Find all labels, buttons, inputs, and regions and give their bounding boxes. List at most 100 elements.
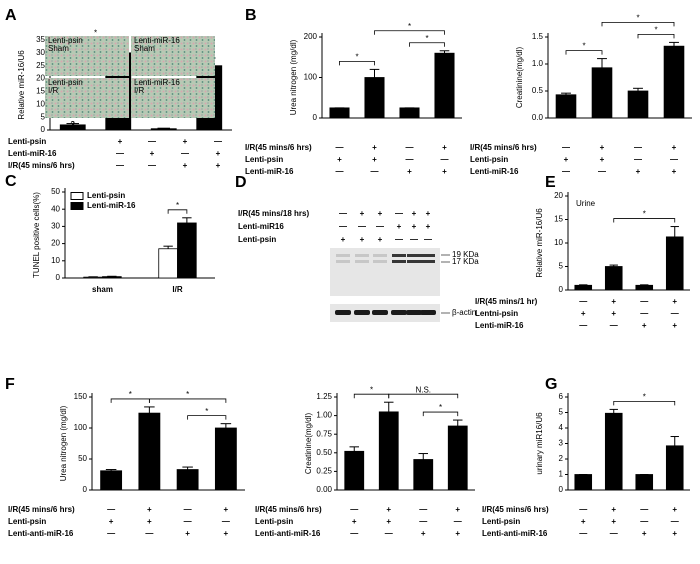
y-tick-label: 200 bbox=[304, 32, 318, 41]
condition-label: Lentni-psin bbox=[475, 309, 518, 318]
significance-label: * bbox=[186, 390, 189, 399]
condition-label: Lenti-psin bbox=[255, 517, 293, 526]
condition-sign: — bbox=[634, 143, 642, 152]
condition-sign: — bbox=[640, 309, 648, 318]
y-tick-label: 0.0 bbox=[532, 113, 544, 122]
y-tick-label: 150 bbox=[74, 392, 88, 401]
y-tick-label: 0 bbox=[41, 125, 46, 134]
condition-sign: + bbox=[600, 155, 605, 164]
y-tick-label: 50 bbox=[78, 454, 87, 463]
significance-bracket bbox=[187, 415, 227, 420]
micrograph bbox=[131, 36, 215, 76]
bar bbox=[665, 445, 684, 491]
micrograph bbox=[45, 78, 129, 118]
condition-sign: + bbox=[118, 137, 123, 146]
blot-band bbox=[355, 254, 369, 257]
condition-label: Lenti-anti-miR-16 bbox=[8, 529, 74, 538]
significance-bracket bbox=[409, 42, 445, 47]
y-tick-label: 3 bbox=[559, 439, 564, 448]
condition-sign: — bbox=[116, 149, 124, 158]
condition-sign: — bbox=[376, 222, 384, 231]
bar bbox=[100, 470, 123, 491]
condition-sign: — bbox=[562, 143, 570, 152]
condition-sign: + bbox=[426, 222, 431, 231]
micrograph-label: Lenti-miR-16 bbox=[134, 36, 180, 45]
condition-sign: — bbox=[640, 517, 648, 526]
x-tick-label: I/R bbox=[172, 285, 182, 294]
condition-label: Lenti-psin bbox=[482, 517, 520, 526]
y-tick-label: 20 bbox=[51, 239, 60, 248]
actin-band bbox=[354, 310, 370, 315]
significance-bracket bbox=[167, 209, 188, 214]
condition-label: Lenti-miR-16 bbox=[245, 167, 294, 176]
panel-letter: B bbox=[245, 7, 257, 24]
condition-sign: + bbox=[581, 309, 586, 318]
condition-label: I/R(45 mins/6 hrs) bbox=[8, 505, 75, 514]
condition-sign: — bbox=[107, 505, 115, 514]
condition-sign: + bbox=[352, 517, 357, 526]
condition-label: Lenti-psin bbox=[8, 517, 46, 526]
bar bbox=[663, 45, 685, 119]
condition-label: Lenti-miR-16 bbox=[475, 321, 524, 330]
condition-sign: + bbox=[600, 143, 605, 152]
y-tick-label: 1.25 bbox=[316, 392, 332, 401]
condition-sign: — bbox=[336, 143, 344, 152]
y-tick-label: 6 bbox=[559, 392, 564, 401]
condition-sign: — bbox=[671, 517, 679, 526]
significance-label: * bbox=[425, 34, 428, 43]
bar bbox=[214, 427, 237, 491]
condition-sign: — bbox=[339, 209, 347, 218]
actin-band bbox=[420, 310, 436, 315]
condition-sign: + bbox=[183, 137, 188, 146]
condition-label: Lenti-psin bbox=[8, 137, 46, 146]
condition-sign: — bbox=[116, 161, 124, 170]
condition-sign: + bbox=[421, 529, 426, 538]
bar bbox=[574, 284, 593, 291]
significance-label: * bbox=[643, 210, 646, 219]
condition-sign: + bbox=[378, 209, 383, 218]
significance-label: * bbox=[176, 201, 179, 210]
condition-sign: + bbox=[426, 209, 431, 218]
condition-sign: — bbox=[410, 235, 418, 244]
condition-sign: + bbox=[442, 167, 447, 176]
condition-sign: — bbox=[339, 222, 347, 231]
bar bbox=[150, 128, 177, 131]
significance-bracket bbox=[374, 30, 445, 35]
significance-label: * bbox=[643, 393, 646, 402]
condition-sign: + bbox=[397, 222, 402, 231]
condition-sign: — bbox=[350, 505, 358, 514]
condition-sign: + bbox=[442, 143, 447, 152]
y-axis-label: TUNEL positive cells(%) bbox=[32, 192, 41, 278]
condition-sign: — bbox=[395, 209, 403, 218]
condition-sign: — bbox=[579, 321, 587, 330]
significance-bracket bbox=[148, 398, 227, 403]
condition-sign: + bbox=[412, 209, 417, 218]
condition-sign: + bbox=[109, 517, 114, 526]
significance-label: * bbox=[94, 28, 97, 37]
y-tick-label: 5 bbox=[559, 408, 564, 417]
condition-sign: — bbox=[579, 505, 587, 514]
condition-sign: + bbox=[455, 529, 460, 538]
condition-sign: + bbox=[386, 505, 391, 514]
n-label: 6 bbox=[116, 120, 121, 129]
condition-sign: — bbox=[406, 155, 414, 164]
significance-bracket bbox=[601, 22, 675, 27]
micrograph-label: I/R bbox=[48, 86, 58, 95]
significance-bracket bbox=[613, 218, 676, 223]
bar bbox=[329, 107, 350, 119]
condition-sign: + bbox=[407, 167, 412, 176]
panel-letter: F bbox=[5, 376, 15, 393]
condition-sign: + bbox=[611, 517, 616, 526]
condition-label: I/R(45 mins/6 hrs) bbox=[255, 505, 322, 514]
condition-sign: + bbox=[672, 297, 677, 306]
condition-sign: + bbox=[611, 297, 616, 306]
condition-sign: + bbox=[564, 155, 569, 164]
condition-label: I/R(45 mins/6 hrs) bbox=[470, 143, 537, 152]
y-axis-label: urinary miR16/U6 bbox=[535, 412, 544, 475]
y-tick-label: 0.5 bbox=[532, 86, 544, 95]
condition-sign: + bbox=[455, 505, 460, 514]
micrograph-label: I/R bbox=[134, 86, 144, 95]
condition-sign: + bbox=[216, 161, 221, 170]
condition-sign: + bbox=[360, 209, 365, 218]
